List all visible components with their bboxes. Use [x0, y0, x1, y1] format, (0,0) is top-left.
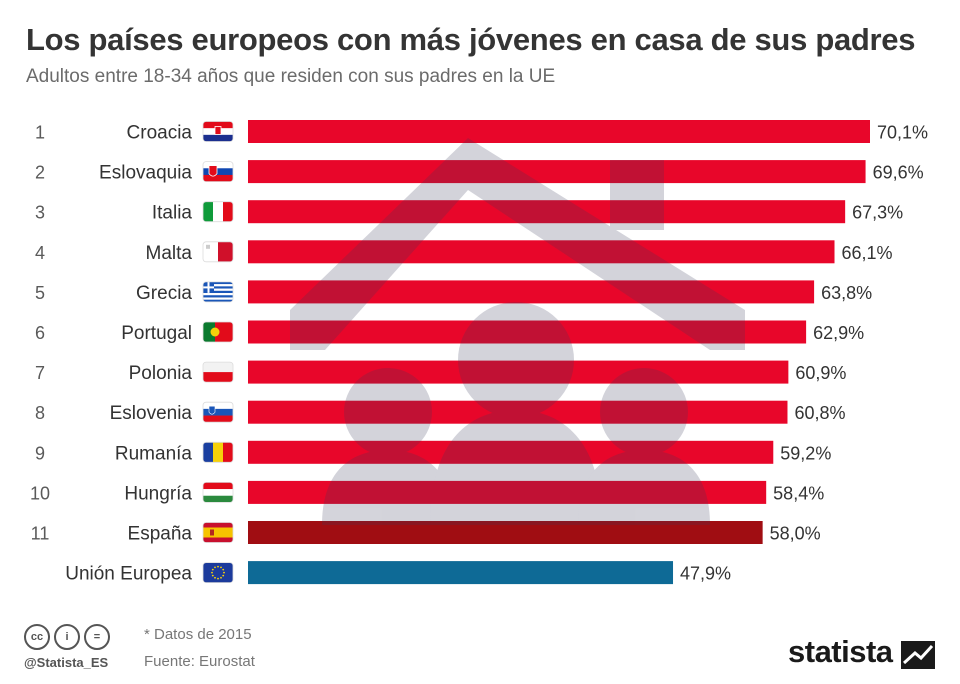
value-label: 63,8%: [821, 283, 872, 303]
value-label: 60,9%: [795, 363, 846, 383]
category-label: España: [128, 524, 193, 545]
eu-flag: [202, 562, 234, 583]
rank-label: 1: [35, 123, 45, 143]
rank-label: 2: [35, 163, 45, 183]
bar[interactable]: [248, 360, 789, 384]
value-label: 58,4%: [773, 483, 824, 503]
chart-row: 2 Eslovaquia 69,6%: [35, 160, 924, 184]
chart-row: 4 Malta 66,1%: [35, 240, 893, 264]
bar[interactable]: [248, 440, 774, 464]
data-note: * Datos de 2015: [144, 626, 252, 643]
hungary-flag: [202, 481, 234, 503]
croatia-flag: [202, 121, 234, 142]
category-label: Italia: [152, 203, 193, 224]
spain-flag: [202, 522, 234, 543]
category-label: Eslovaquia: [99, 163, 192, 184]
chart-row: 10 Hungría 58,4%: [30, 480, 824, 504]
category-label: Portugal: [121, 323, 192, 344]
rank-label: 4: [35, 243, 45, 263]
category-label: Polonia: [129, 363, 193, 384]
chart-row: 1 Croacia 70,1%: [35, 120, 928, 144]
no-derivatives-icon[interactable]: =: [84, 624, 110, 650]
category-label: Malta: [146, 243, 193, 264]
statista-logo-icon: [901, 641, 935, 669]
bar[interactable]: [248, 480, 767, 504]
romania-flag: [202, 441, 234, 463]
category-label: Eslovenia: [110, 403, 193, 424]
bar[interactable]: [248, 240, 835, 264]
statista-logo[interactable]: statista: [788, 634, 893, 669]
chart-row: 6 Portugal 62,9%: [35, 320, 864, 344]
chart-title: Los países europeos con más jóvenes en c…: [26, 22, 916, 57]
malta-flag: [202, 241, 234, 263]
category-label: Rumanía: [115, 443, 193, 464]
bar[interactable]: [248, 561, 674, 585]
rank-label: 9: [35, 443, 45, 463]
chart-subtitle: Adultos entre 18-34 años que residen con…: [26, 66, 556, 87]
twitter-handle[interactable]: @Statista_ES: [24, 655, 109, 670]
bar[interactable]: [248, 400, 788, 424]
category-label: Grecia: [136, 283, 192, 304]
value-label: 70,1%: [877, 123, 928, 143]
attribution-icon[interactable]: i: [54, 624, 80, 650]
cc-icon[interactable]: cc: [24, 624, 50, 650]
rank-label: 8: [35, 403, 45, 423]
value-label: 66,1%: [842, 243, 893, 263]
rank-label: 5: [35, 283, 45, 303]
value-label: 67,3%: [852, 203, 903, 223]
license-icons: cc i =: [24, 624, 110, 650]
chart-row: 9 Rumanía 59,2%: [35, 440, 831, 464]
bar[interactable]: [248, 160, 866, 184]
bar[interactable]: [248, 280, 815, 304]
house-family-icon: [290, 138, 745, 525]
rank-label: 6: [35, 323, 45, 343]
bar[interactable]: [248, 200, 846, 224]
data-source: Fuente: Eurostat: [144, 653, 255, 670]
chart-row: 8 Eslovenia 60,8%: [35, 400, 846, 424]
poland-flag: [202, 361, 234, 383]
slovakia-flag: [202, 161, 234, 183]
chart-rows: 1 Croacia 70,1% 2 Eslovaquia 69,6% 3 Italia 67,3…: [30, 120, 928, 585]
chart-row: 11 España 58,0%: [31, 521, 821, 545]
bar[interactable]: [248, 320, 807, 344]
rank-label: 3: [35, 203, 45, 223]
bar[interactable]: [248, 521, 763, 544]
chart-row: 7 Polonia 60,9%: [35, 360, 846, 384]
category-label: Hungría: [124, 483, 192, 504]
portugal-flag: [202, 321, 234, 343]
chart-row: Unión Europea 47,9%: [65, 561, 731, 585]
italy-flag: [202, 201, 234, 223]
value-label: 58,0%: [770, 524, 821, 544]
bar[interactable]: [248, 120, 870, 143]
category-label: Croacia: [127, 123, 193, 144]
chart-row: 5 Grecia 63,8%: [35, 280, 872, 304]
rank-label: 10: [30, 483, 50, 503]
value-label: 59,2%: [780, 443, 831, 463]
rank-label: 7: [35, 363, 45, 383]
chart-row: 3 Italia 67,3%: [35, 200, 903, 224]
greece-flag: [202, 281, 234, 303]
value-label: 69,6%: [873, 163, 924, 183]
value-label: 62,9%: [813, 323, 864, 343]
value-label: 47,9%: [680, 564, 731, 584]
slovenia-flag: [202, 401, 234, 423]
value-label: 60,8%: [794, 403, 845, 423]
rank-label: 11: [31, 524, 50, 544]
category-label: Unión Europea: [65, 564, 192, 585]
